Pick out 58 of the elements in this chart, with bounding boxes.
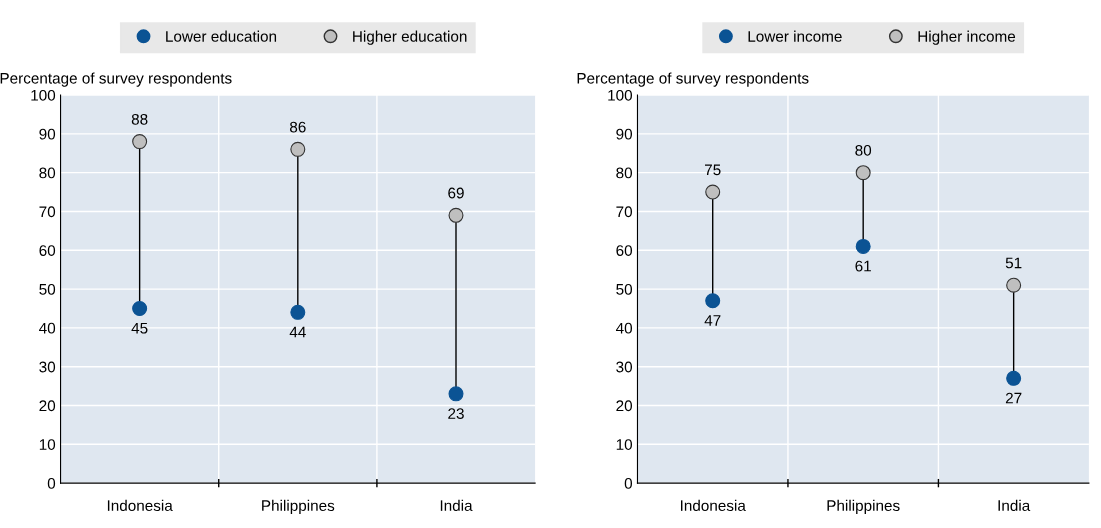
data-label: 80 <box>855 144 872 156</box>
data-label: 61 <box>855 260 871 272</box>
y-tick-label: 0 <box>47 477 56 489</box>
y-tick-label: 60 <box>616 245 633 256</box>
y-tick-label: 70 <box>616 206 633 218</box>
data-label: 75 <box>705 164 721 176</box>
point <box>448 386 464 402</box>
point <box>132 300 148 316</box>
y-tick-label: 90 <box>39 128 56 140</box>
data-label: 86 <box>289 121 306 133</box>
point <box>705 293 721 309</box>
y-tick-label: 10 <box>39 439 56 450</box>
y-tick-label: 0 <box>624 477 633 489</box>
point <box>290 304 306 320</box>
y-axis-title: Percentage of survey respondents <box>577 72 809 87</box>
point <box>855 238 871 254</box>
legend-label: Lower income <box>748 30 842 42</box>
y-tick-label: 70 <box>39 206 56 218</box>
data-label: 27 <box>1005 392 1022 404</box>
y-tick-label: 100 <box>31 89 56 101</box>
y-tick-label: 60 <box>39 245 56 256</box>
y-tick-label: 40 <box>39 322 56 334</box>
legend-label: Lower education <box>166 30 277 42</box>
y-tick-label: 80 <box>616 167 633 179</box>
data-label: 51 <box>1005 257 1022 269</box>
x-tick-label: Indonesia <box>681 499 746 512</box>
data-label: 69 <box>448 187 464 199</box>
point <box>448 207 464 223</box>
y-tick-label: 30 <box>616 361 633 373</box>
y-tick-label: 50 <box>39 283 56 295</box>
data-label: 47 <box>704 315 721 326</box>
y-tick-label: 80 <box>39 167 56 179</box>
x-tick-label: Philippines <box>262 499 335 515</box>
y-tick-label: 30 <box>39 361 56 373</box>
point <box>705 184 721 200</box>
x-tick-label: India <box>440 499 473 512</box>
data-label: 45 <box>131 322 148 334</box>
y-tick-label: 100 <box>608 89 633 101</box>
x-tick-label: India <box>998 499 1031 512</box>
y-tick-label: 40 <box>615 322 633 334</box>
y-tick-label: 10 <box>616 439 633 450</box>
data-label: 88 <box>131 113 148 125</box>
x-tick-label: Indonesia <box>107 499 173 512</box>
legend-label: Higher education <box>353 30 467 45</box>
point <box>855 165 871 181</box>
y-tick-label: 50 <box>616 283 633 295</box>
y-tick-label: 20 <box>39 400 56 412</box>
x-tick-label: Philippines <box>827 499 900 515</box>
y-tick-label: 90 <box>616 128 633 140</box>
point <box>132 134 148 150</box>
y-tick-label: 20 <box>616 400 633 412</box>
y-axis-title: Percentage of survey respondents <box>0 72 232 87</box>
legend-label: Higher income <box>918 30 1016 45</box>
data-label: 44 <box>289 326 306 338</box>
point <box>290 141 306 157</box>
point <box>1006 370 1022 386</box>
data-label: 23 <box>448 408 464 419</box>
point <box>1006 277 1022 293</box>
